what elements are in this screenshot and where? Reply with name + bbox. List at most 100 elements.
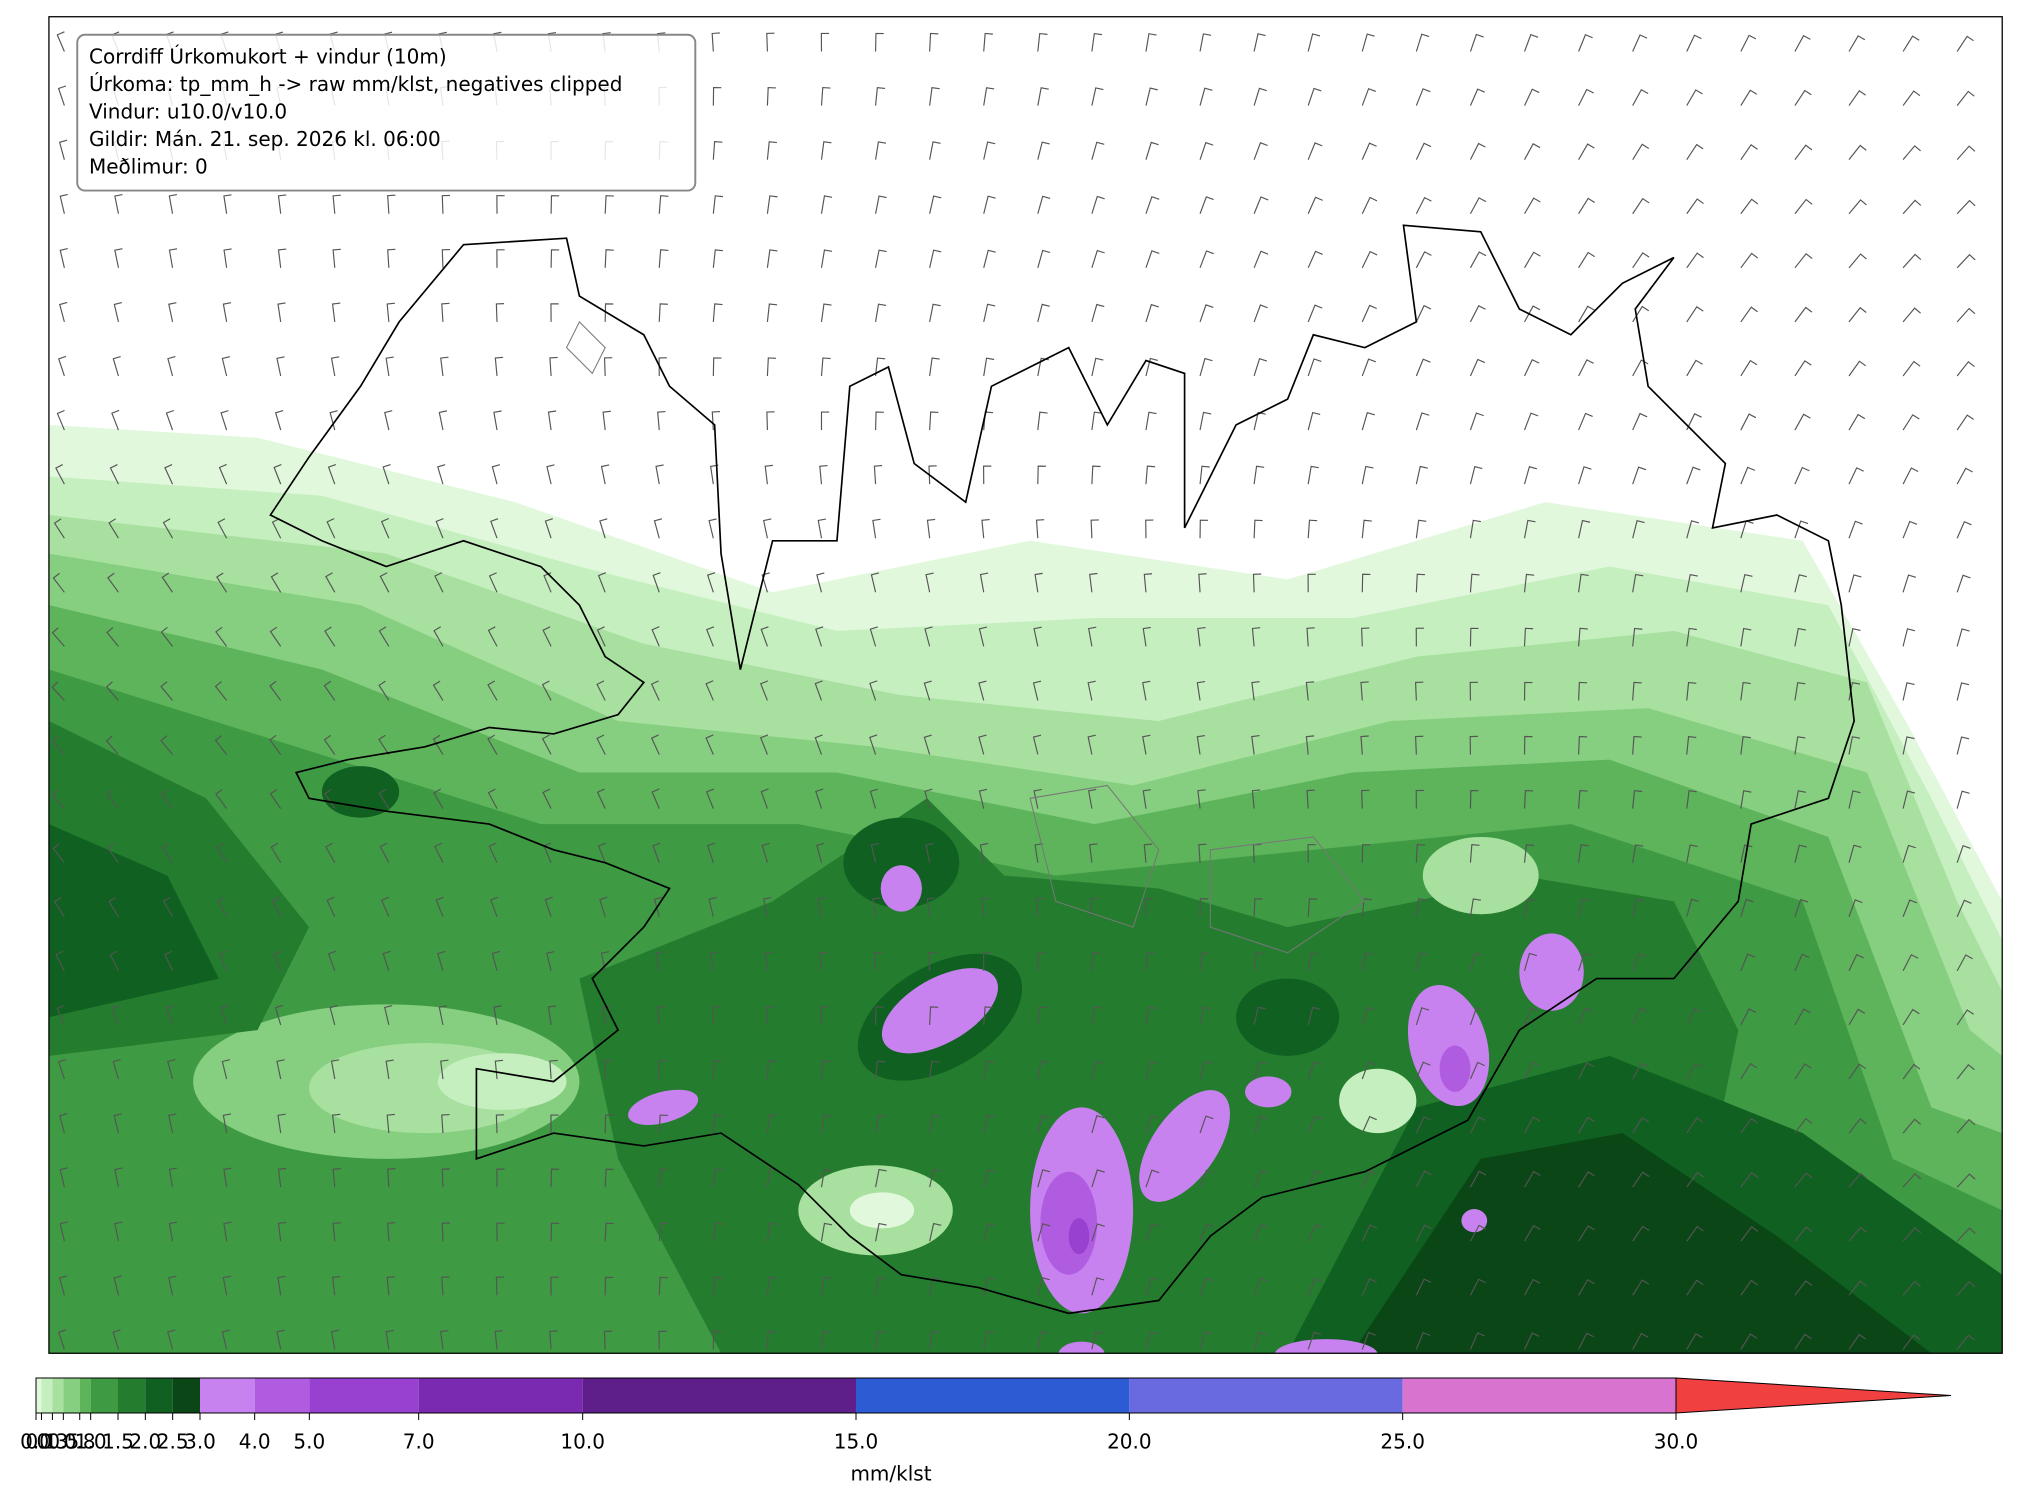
wind-barb bbox=[214, 735, 228, 755]
wind-barb bbox=[162, 518, 174, 539]
wind-barb bbox=[1632, 1279, 1650, 1296]
wind-barb bbox=[1902, 682, 1915, 701]
wind-barb bbox=[1196, 735, 1206, 755]
wind-barb bbox=[820, 195, 833, 214]
wind-barb bbox=[1578, 1062, 1594, 1080]
wind-barb bbox=[386, 302, 395, 322]
wind-barb bbox=[495, 1114, 505, 1134]
wind-barb bbox=[712, 249, 724, 268]
wind-barb bbox=[215, 626, 228, 647]
wind-barb bbox=[1740, 790, 1752, 809]
wind-barb bbox=[1307, 87, 1322, 106]
colorbar-tick-label: 2.0 bbox=[129, 1430, 161, 1454]
wind-barb bbox=[820, 249, 833, 268]
wind-barb bbox=[1740, 34, 1757, 52]
wind-barb bbox=[1037, 952, 1046, 971]
wind-barb bbox=[1415, 844, 1426, 863]
wind-barb bbox=[820, 1114, 832, 1134]
wind-barb bbox=[1091, 1223, 1105, 1242]
wind-barb bbox=[712, 1330, 722, 1350]
wind-barb bbox=[1578, 1332, 1594, 1350]
wind-barb bbox=[218, 463, 228, 485]
wind-barb bbox=[766, 1114, 778, 1134]
wind-barb bbox=[1902, 1008, 1920, 1026]
wind-barb bbox=[167, 1329, 176, 1350]
wind-barb bbox=[1686, 198, 1704, 215]
wind-barb bbox=[1361, 1115, 1377, 1134]
wind-barb bbox=[330, 1329, 340, 1350]
wind-barb bbox=[1686, 466, 1701, 485]
wind-barb bbox=[1578, 143, 1595, 160]
wind-barb bbox=[490, 896, 499, 917]
wind-barb bbox=[712, 357, 722, 376]
wind-barb bbox=[761, 572, 770, 593]
wind-barb bbox=[820, 141, 832, 160]
wind-barb bbox=[705, 680, 714, 701]
wind-barb bbox=[1632, 520, 1645, 539]
wind-barb bbox=[1578, 251, 1596, 269]
wind-barb bbox=[1632, 1062, 1649, 1080]
wind-barb bbox=[326, 896, 336, 918]
wind-barb bbox=[596, 626, 606, 647]
wind-barb bbox=[1253, 1115, 1268, 1134]
wind-barb bbox=[1632, 197, 1650, 215]
wind-barb bbox=[1307, 196, 1323, 214]
wind-barb bbox=[432, 680, 444, 701]
wind-barb bbox=[326, 518, 336, 539]
wind-barb bbox=[387, 248, 396, 268]
wind-barb bbox=[546, 464, 555, 485]
wind-barb bbox=[652, 842, 661, 863]
wind-barb bbox=[1740, 1117, 1758, 1134]
wind-barb bbox=[1956, 90, 1975, 106]
wind-barb bbox=[925, 572, 934, 593]
wind-barb bbox=[1632, 1007, 1648, 1026]
wind-barb bbox=[1578, 627, 1588, 647]
wind-barb bbox=[221, 356, 230, 377]
wind-barb bbox=[1686, 953, 1701, 972]
wind-barb bbox=[114, 248, 123, 268]
wind-barb bbox=[216, 842, 228, 864]
wind-barb bbox=[929, 1006, 939, 1025]
wind-barb bbox=[1414, 735, 1424, 755]
wind-barb bbox=[441, 1276, 450, 1296]
wind-barb bbox=[1578, 1116, 1595, 1134]
wind-barb bbox=[603, 357, 613, 376]
wind-barb bbox=[1306, 789, 1315, 809]
wind-barb bbox=[1199, 357, 1213, 377]
wind-barb bbox=[929, 1060, 940, 1080]
wind-barb bbox=[1794, 682, 1806, 701]
wind-barb bbox=[1197, 627, 1206, 647]
wind-barb bbox=[1523, 844, 1535, 863]
wind-barb bbox=[1686, 89, 1703, 106]
wind-barb bbox=[924, 788, 933, 809]
wind-barb bbox=[1523, 1007, 1539, 1026]
wind-barb bbox=[712, 1060, 722, 1080]
wind-barb bbox=[869, 734, 878, 755]
wind-barb bbox=[269, 734, 282, 755]
wind-barb bbox=[1740, 252, 1759, 269]
wind-barb bbox=[1091, 1277, 1105, 1296]
wind-barb bbox=[1361, 898, 1372, 917]
wind-barb bbox=[387, 194, 396, 214]
wind-barb bbox=[276, 1059, 285, 1080]
wind-barb bbox=[217, 518, 228, 539]
wind-barb bbox=[1253, 952, 1265, 971]
wind-barb bbox=[1253, 304, 1268, 323]
wind-barb bbox=[762, 518, 772, 539]
wind-barb bbox=[658, 1168, 669, 1188]
wind-barb bbox=[712, 303, 723, 322]
wind-barb bbox=[1794, 1280, 1813, 1296]
wind-barb bbox=[1794, 1063, 1812, 1080]
wind-barb bbox=[277, 1221, 287, 1242]
wind-barb bbox=[1902, 953, 1919, 972]
wind-barb bbox=[1469, 465, 1483, 485]
wind-barb bbox=[1415, 251, 1432, 269]
wind-barb bbox=[323, 734, 336, 755]
wind-barb bbox=[269, 788, 282, 809]
wind-barb bbox=[603, 1060, 613, 1080]
wind-barb bbox=[1307, 519, 1318, 539]
wind-barb bbox=[761, 842, 770, 863]
wind-barb bbox=[712, 1168, 724, 1188]
wind-barb bbox=[57, 1058, 67, 1080]
wind-barb bbox=[1578, 412, 1593, 431]
